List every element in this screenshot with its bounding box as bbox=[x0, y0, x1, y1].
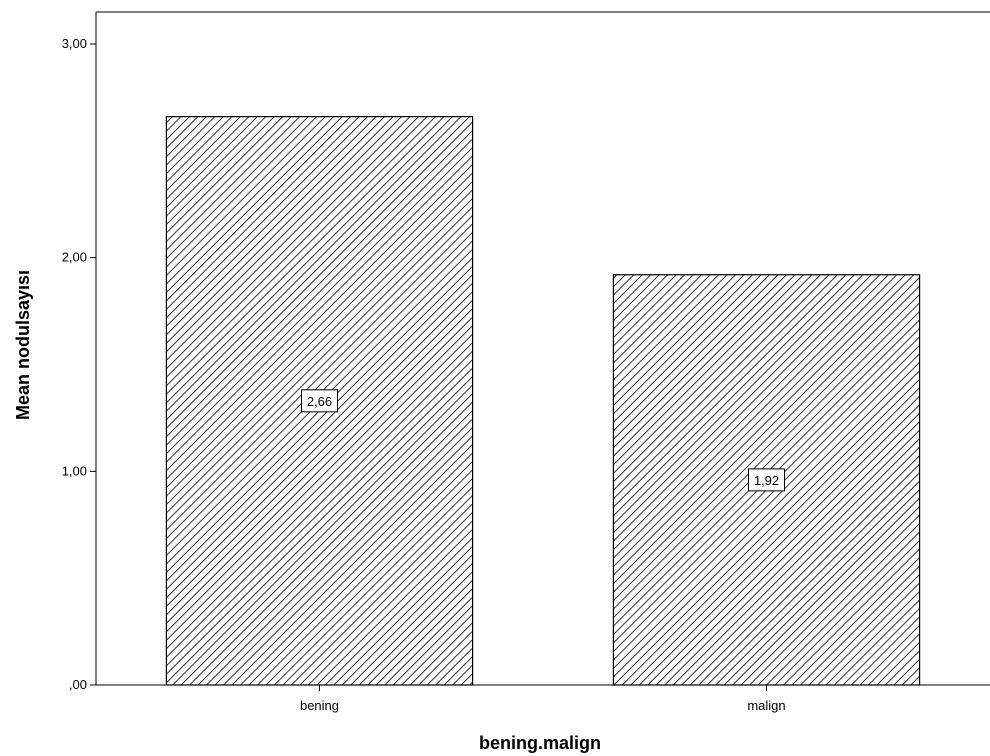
data-label-malign: 1,92 bbox=[754, 473, 779, 488]
data-labels: 2,66 1,92 bbox=[301, 389, 785, 492]
data-label-bening: 2,66 bbox=[307, 394, 332, 409]
x-axis-title: bening.malign bbox=[479, 733, 601, 753]
y-tick-label: ,00 bbox=[69, 677, 87, 692]
x-tick-label-bening: bening bbox=[300, 698, 339, 713]
y-tick-label: 1,00 bbox=[62, 463, 87, 478]
y-tick-label: 2,00 bbox=[62, 250, 87, 265]
x-tick-label-malign: malign bbox=[747, 698, 785, 713]
y-tick-label: 3,00 bbox=[62, 36, 87, 51]
bars bbox=[165, 116, 921, 686]
y-axis-title: Mean nodulsayısı bbox=[13, 270, 33, 420]
data-label-box bbox=[748, 468, 785, 492]
data-label-box bbox=[301, 389, 338, 413]
y-axis-ticks: ,00 1,00 2,00 3,00 bbox=[62, 36, 96, 692]
x-axis-ticks: bening malign bbox=[300, 685, 786, 713]
